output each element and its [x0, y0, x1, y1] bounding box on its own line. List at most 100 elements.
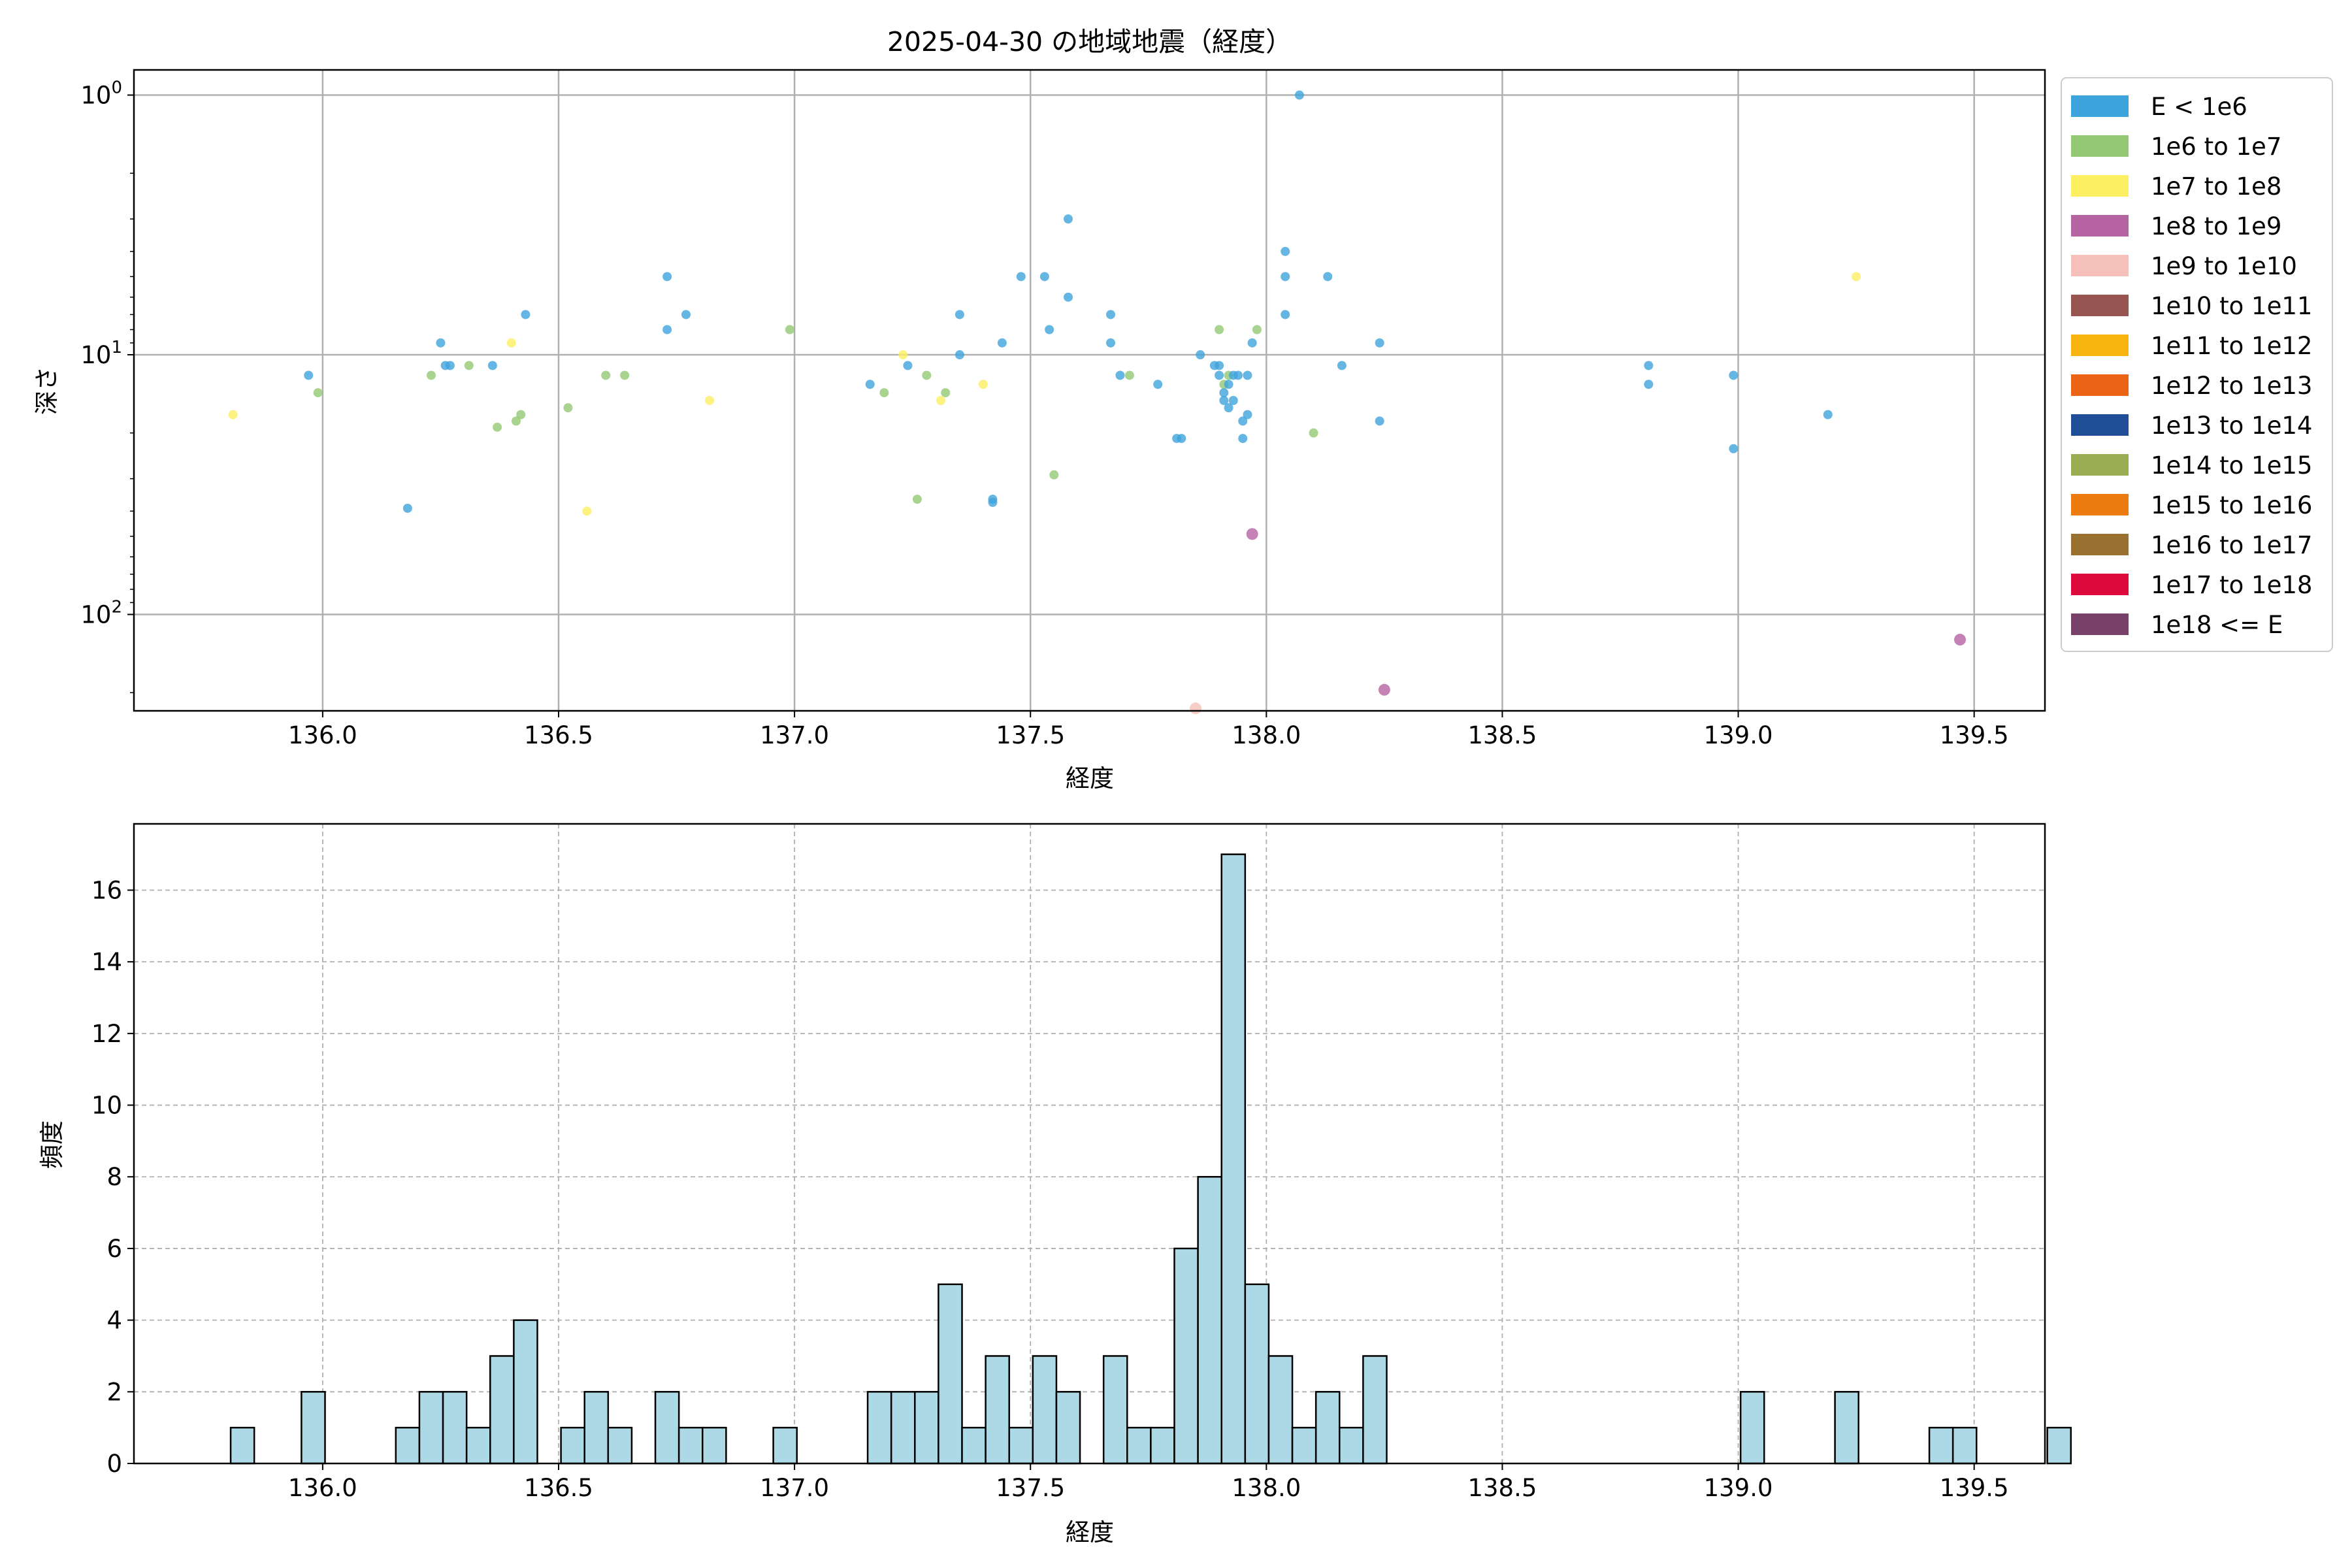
histogram-bar — [961, 1426, 987, 1465]
scatter-point — [445, 361, 455, 370]
legend-swatch — [2071, 255, 2129, 276]
scatter-point — [620, 370, 630, 380]
histogram-y-tick-label: 0 — [106, 1450, 122, 1478]
scatter-point — [1224, 403, 1233, 413]
scatter-point — [912, 495, 922, 504]
scatter-point — [582, 506, 592, 516]
scatter-point — [662, 325, 672, 335]
legend-label: 1e13 to 1e14 — [2151, 412, 2312, 440]
scatter-point — [1246, 528, 1258, 540]
scatter-point — [785, 325, 794, 335]
scatter-point — [1224, 380, 1233, 389]
scatter-point — [1294, 90, 1304, 100]
scatter-y-axis-label: 深さ — [33, 367, 61, 415]
scatter-point — [512, 416, 521, 426]
scatter-point — [903, 361, 913, 370]
scatter-point — [1219, 388, 1229, 398]
scatter-point — [1729, 444, 1739, 453]
scatter-point — [601, 370, 611, 380]
legend-swatch — [2071, 414, 2129, 436]
histogram-bar — [465, 1426, 491, 1465]
legend-label: 1e7 to 1e8 — [2151, 172, 2281, 201]
histogram-bar — [560, 1426, 585, 1465]
histogram-bar — [418, 1391, 444, 1465]
histogram-x-tick-label: 138.0 — [1232, 1474, 1301, 1502]
histogram-bar — [301, 1391, 326, 1465]
histogram-bar — [1928, 1426, 1954, 1465]
histogram-bar — [866, 1391, 892, 1465]
scatter-point — [1378, 683, 1390, 696]
histogram-bar — [442, 1391, 468, 1465]
scatter-point — [1729, 370, 1739, 380]
scatter-point — [1196, 350, 1205, 360]
histogram-bar — [1952, 1426, 1978, 1465]
histogram-bar — [1150, 1426, 1175, 1465]
scatter-point — [1644, 361, 1654, 370]
histogram-bar — [1339, 1426, 1364, 1465]
histogram-bar — [985, 1355, 1010, 1465]
histogram-y-tick-label: 12 — [91, 1020, 122, 1048]
histogram-bar — [395, 1426, 421, 1465]
scatter-point — [955, 310, 964, 319]
histogram-bar — [914, 1391, 939, 1465]
scatter-point — [506, 338, 516, 348]
scatter-y-tick-label: 100 — [80, 78, 122, 110]
scatter-plot-frame — [133, 69, 2046, 712]
histogram-y-tick-label: 2 — [106, 1378, 122, 1406]
histogram-x-tick-label: 139.0 — [1704, 1474, 1773, 1502]
scatter-point — [1243, 410, 1252, 419]
scatter-point — [304, 370, 314, 380]
legend-swatch — [2071, 295, 2129, 316]
legend-label: 1e18 <= E — [2151, 611, 2283, 639]
histogram-x-axis-label: 経度 — [1066, 1518, 1114, 1546]
scatter-point — [1375, 416, 1384, 426]
scatter-point — [228, 410, 238, 419]
legend-swatch — [2071, 335, 2129, 356]
scatter-point — [1309, 428, 1318, 438]
scatter-x-tick-label: 138.5 — [1467, 721, 1537, 749]
histogram-bar — [1315, 1391, 1341, 1465]
scatter-point — [1281, 246, 1290, 256]
scatter-point — [1215, 361, 1224, 370]
scatter-point — [1064, 214, 1073, 224]
histogram-bar — [772, 1426, 798, 1465]
legend-frame — [2061, 77, 2333, 652]
scatter-point — [1153, 380, 1163, 389]
histogram-bar — [489, 1355, 515, 1465]
histogram-bars — [229, 853, 2072, 1465]
scatter-point — [1954, 634, 1966, 646]
scatter-point — [427, 370, 436, 380]
scatter-point — [493, 422, 502, 432]
legend-swatch — [2071, 374, 2129, 396]
legend-label: 1e12 to 1e13 — [2151, 372, 2312, 400]
scatter-point — [1190, 702, 1201, 715]
scatter-point — [955, 350, 964, 360]
scatter-x-axis-label: 経度 — [1066, 764, 1114, 792]
legend-label: 1e16 to 1e17 — [2151, 531, 2312, 559]
scatter-y-tick-label: 101 — [80, 338, 122, 369]
histogram-x-tick-label: 139.5 — [1940, 1474, 2009, 1502]
legend-swatch — [2071, 215, 2129, 237]
legend-swatch — [2071, 574, 2129, 595]
scatter-point — [1115, 370, 1125, 380]
legend-label: 1e10 to 1e11 — [2151, 292, 2312, 320]
scatter-point — [922, 370, 932, 380]
histogram-y-tick-label: 4 — [106, 1307, 122, 1335]
histogram-bar — [1032, 1355, 1058, 1465]
scatter-point — [402, 503, 412, 513]
scatter-point — [1219, 396, 1229, 406]
scatter-point — [1016, 272, 1026, 282]
histogram-x-tick-label: 137.0 — [760, 1474, 829, 1502]
scatter-y-tick-label: 102 — [80, 598, 122, 629]
scatter-axes: 136.0 136.5 137.0 137.5 138.0 138.5 139.0 139.5… — [80, 78, 2008, 749]
scatter-point — [1337, 361, 1347, 370]
histogram-y-tick-label: 8 — [106, 1163, 122, 1191]
histogram-bar — [1055, 1391, 1081, 1465]
scatter-point — [1243, 370, 1252, 380]
histogram-bar — [513, 1319, 538, 1465]
histogram-bar — [607, 1426, 633, 1465]
scatter-point — [997, 338, 1007, 348]
legend-swatch — [2071, 613, 2129, 635]
histogram-y-tick-label: 14 — [91, 948, 122, 976]
